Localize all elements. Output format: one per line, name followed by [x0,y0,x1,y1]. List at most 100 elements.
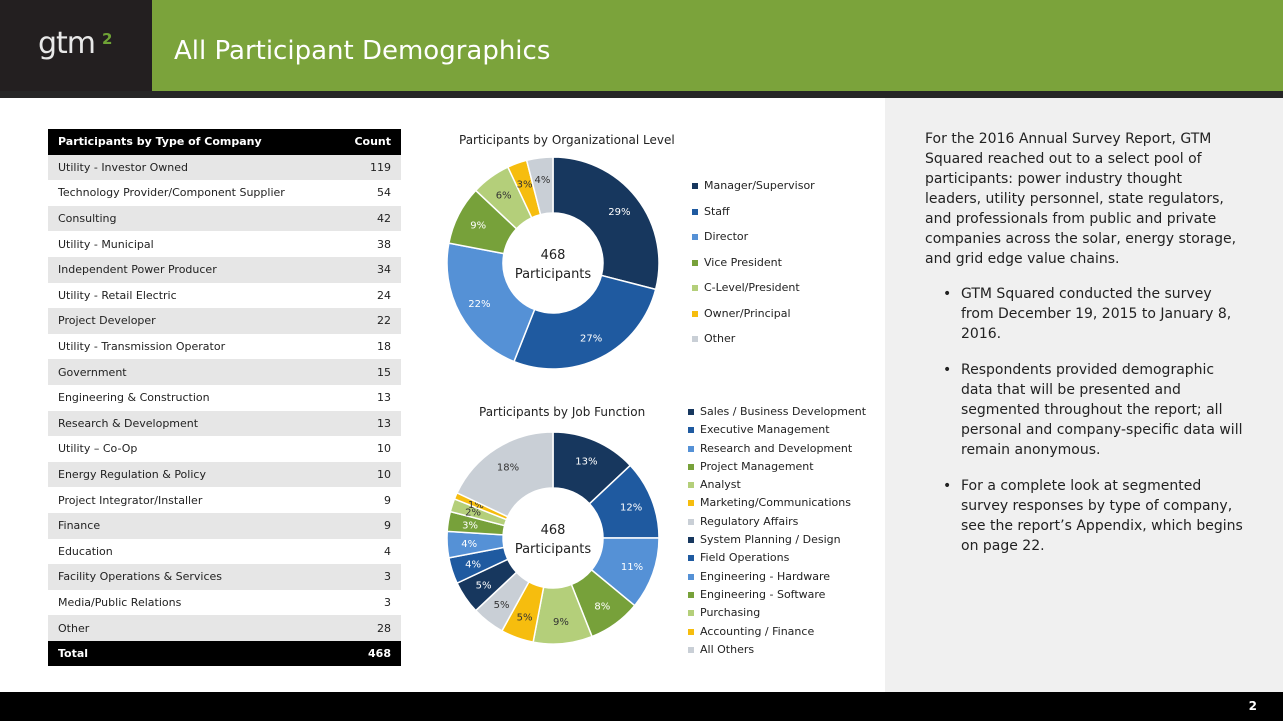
donut-slice [525,156,554,216]
bullet-dot-icon: • [943,286,952,302]
company-type-label: Utility – Co-Op [48,436,336,462]
donut-slice [446,242,536,363]
legend-swatch [688,537,694,544]
legend-swatch [692,310,698,317]
legend-item: Executive Management [688,423,866,441]
company-type-count: 4 [335,538,401,565]
slice-data-label: 5% [476,581,492,592]
table-row: Independent Power Producer 34 [48,256,401,283]
company-type-count: 3 [335,564,401,590]
legend-swatch [688,445,694,452]
legend-swatch [692,234,698,240]
legend-label: Purchasing [700,606,761,620]
job-function-legend: Sales / Business Development Executive Ma… [688,405,866,661]
legend-label: Engineering - Software [700,587,826,601]
legend-item: Engineering - Hardware [688,570,866,588]
company-type-label: Independent Power Producer [48,256,336,283]
footer-bar: 2 [0,692,1283,721]
company-type-label: Facility Operations & Services [48,564,336,590]
company-type-count: 13 [335,384,401,411]
job-function-donut-chart: 13%12%11%8%9%5%5%5%4%4%3%2%1%18%468Parti… [446,431,660,645]
slice-data-label: 5% [494,600,510,611]
legend-item: Analyst [688,478,866,496]
table-header-label: Participants by Type of Company [48,129,336,155]
company-type-label: Energy Regulation & Policy [48,461,336,488]
legend-swatch [688,500,694,507]
company-type-label: Other [48,615,336,641]
company-type-table: Participants by Type of Company Count Ut… [48,129,401,667]
legend-swatch [688,628,694,635]
company-type-label: Education [48,538,336,565]
company-type-count: 54 [335,180,401,206]
donut-center-label: Participants [515,267,592,282]
company-type-count: 10 [335,461,401,488]
legend-swatch [688,646,694,653]
legend-item: All Others [688,643,866,661]
bullet-text: For a complete look at segmented survey … [961,478,1243,554]
legend-swatch [688,591,694,598]
slice-data-label: 1% [468,500,484,511]
table-row: Project Integrator/Installer 9 [48,487,401,513]
slice-data-label: 4% [535,175,551,186]
table-row: Finance 9 [48,512,401,539]
table-row: Other 28 [48,615,401,641]
company-type-count: 15 [335,359,401,385]
logo-text: gtm [38,26,96,61]
donut-center-label: 468 [541,248,566,263]
logo-superscript: 2 [102,30,113,48]
donut-slice [456,431,554,518]
legend-label: Project Management [700,459,814,473]
company-type-label: Utility - Municipal [48,231,336,257]
slice-data-label: 2% [465,508,481,519]
table-row: Government 15 [48,359,401,385]
table-row: Utility – Co-Op 10 [48,436,401,462]
company-type-label: Project Integrator/Installer [48,487,336,513]
legend-label: Research and Development [700,441,853,455]
legend-item: C-Level/President [692,281,815,307]
table-row: Utility - Investor Owned 119 [48,154,401,181]
table-header-count: Count [335,129,401,155]
company-type-count: 38 [335,231,401,257]
page-number: 2 [1248,699,1257,713]
table-row: Utility - Transmission Operator 18 [48,333,401,360]
company-type-count: 3 [335,589,401,616]
table-row: Research & Development 13 [48,410,401,437]
company-type-label: Utility - Retail Electric [48,282,336,309]
title-bar [152,0,1283,91]
slice-data-label: 3% [462,520,478,531]
company-type-count: 9 [335,487,401,513]
company-type-label: Engineering & Construction [48,384,336,411]
legend-label: Engineering - Hardware [700,569,831,583]
donut-slice [552,156,660,291]
slice-data-label: 12% [620,503,642,514]
legend-swatch [692,336,698,342]
org-level-legend: Manager/Supervisor Staff Director Vice Pres… [692,179,815,358]
legend-label: Analyst [700,478,741,492]
legend-item: Marketing/Communications [688,496,866,514]
legend-item: Other [692,332,815,358]
bullet-dot-icon: • [943,478,952,494]
table-total-row: Total 468 [48,640,401,667]
legend-swatch [688,573,694,580]
table-row: Engineering & Construction 13 [48,384,401,411]
legend-label: Regulatory Affairs [700,514,799,528]
legend-item: Staff [692,205,815,231]
slice-data-label: 29% [608,207,630,218]
company-type-label: Utility - Investor Owned [48,154,336,181]
legend-label: Manager/Supervisor [704,179,815,192]
donut-slice [513,274,657,370]
slice-data-label: 3% [517,179,533,190]
legend-swatch [688,518,694,525]
table-row: Media/Public Relations 3 [48,589,401,616]
slice-data-label: 9% [553,617,569,628]
bullet-dot-icon: • [943,362,952,378]
legend-swatch [692,285,698,291]
legend-label: Other [704,332,736,345]
logo-block: gtm 2 [0,0,152,91]
company-type-count: 42 [335,205,401,232]
bullet-text: GTM Squared conducted the survey from De… [961,286,1232,342]
slice-data-label: 8% [594,601,610,612]
legend-item: Vice President [692,256,815,282]
legend-item: Regulatory Affairs [688,515,866,533]
legend-item: Engineering - Software [688,588,866,606]
